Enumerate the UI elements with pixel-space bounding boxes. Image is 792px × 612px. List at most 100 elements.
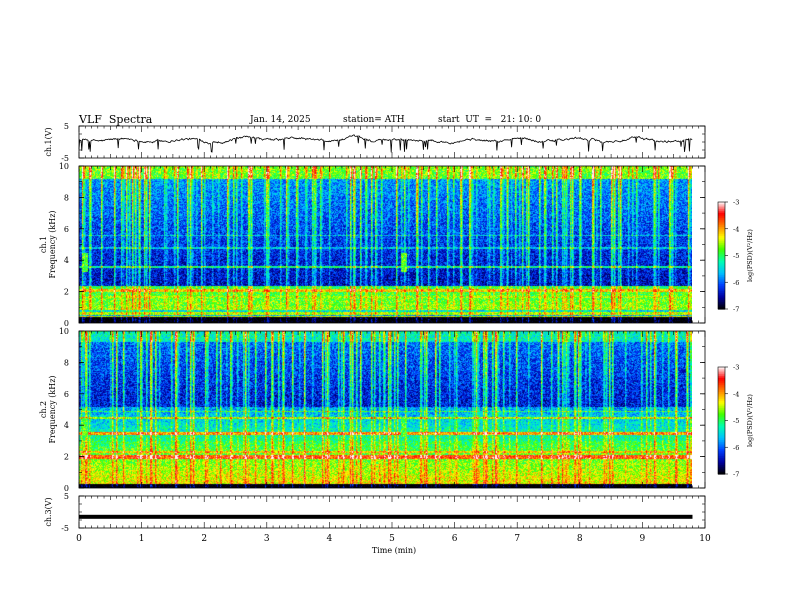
ch1-colorbar-segment <box>718 221 725 224</box>
ch1-colorbar-segment <box>718 241 725 244</box>
ch1-colorbar-segment <box>718 232 725 235</box>
ch1-colorbar-segment <box>718 303 725 307</box>
ch3-waveform-trace <box>79 514 693 519</box>
ch1-colorbar-segment <box>718 251 725 255</box>
ch2-colorbar-segment <box>718 408 725 411</box>
x-tick-label: 9 <box>640 534 646 544</box>
ch1-colorbar-segment <box>718 253 725 257</box>
ch2-colorbar-segment <box>718 427 725 431</box>
ch1-spectrogram-ytick-label: 0 <box>64 319 69 328</box>
ch2-colorbar-segment <box>718 368 725 372</box>
ch2-colorbar-segment <box>718 402 725 406</box>
ch2-colorbar-tick-label: -5 <box>733 417 739 425</box>
ch2-colorbar-segment <box>718 399 725 402</box>
ch2-colorbar-label: log(PSD)(V²/Hz) <box>746 394 754 447</box>
ch2-colorbar-segment <box>718 449 725 452</box>
ch2-colorbar-segment <box>718 409 725 413</box>
ch2-colorbar-tick-label: -3 <box>733 364 739 372</box>
ch1-colorbar-segment <box>718 300 725 303</box>
ch1-colorbar-segment <box>718 280 725 283</box>
ch2-colorbar-segment <box>718 377 725 381</box>
ch1-colorbar-segment <box>718 230 725 233</box>
ch1-colorbar-tick-label: -7 <box>733 306 739 314</box>
ch2-colorbar-segment <box>718 459 725 463</box>
ch2-colorbar-segment <box>718 404 725 407</box>
ch2-colorbar-segment <box>718 391 725 395</box>
ch1-colorbar-segment <box>718 273 725 276</box>
ch2-colorbar-segment <box>718 434 725 438</box>
ch2-colorbar-segment <box>718 436 725 439</box>
ch1-colorbar-segment <box>718 214 725 217</box>
ch1-colorbar-segment <box>718 284 725 287</box>
ch2-colorbar-segment <box>718 395 725 398</box>
ch1-colorbar-segment <box>718 216 725 219</box>
ch2-spectrogram-ytick-label: 6 <box>64 390 69 399</box>
ch2-colorbar-tick-label: -6 <box>733 444 739 452</box>
ch2-colorbar-segment <box>718 411 725 414</box>
ch1-colorbar-segment <box>718 219 725 223</box>
ch2-colorbar-segment <box>718 418 725 422</box>
ch2-spectrogram-ytick-label: 0 <box>64 484 69 493</box>
x-tick-label: 10 <box>699 534 711 544</box>
ch1-colorbar-segment <box>718 296 725 299</box>
x-tick-label: 0 <box>76 534 82 544</box>
ch2-colorbar-segment <box>718 379 725 382</box>
spectrogram-ch2 <box>79 331 692 488</box>
x-tick-label: 8 <box>577 534 583 544</box>
ch1-spectrogram-ytick-label: 10 <box>59 162 69 171</box>
ch1-colorbar-segment <box>718 276 725 280</box>
ch2-colorbar-segment <box>718 450 725 454</box>
ch2-colorbar-segment <box>718 468 725 472</box>
ch1-colorbar-tick-label: -5 <box>733 252 739 260</box>
ch2-colorbar-segment <box>718 438 725 441</box>
ch1-spectrogram-ylabel: ch.1 <box>39 236 48 253</box>
ch2-colorbar-segment <box>718 383 725 386</box>
ch2-colorbar-segment <box>718 456 725 459</box>
ch2-colorbar-segment <box>718 443 725 447</box>
ch1-spectrogram-ytick-label: 2 <box>64 288 69 297</box>
ch1-colorbar-segment <box>718 239 725 242</box>
ch2-colorbar-segment <box>718 375 725 379</box>
ch1-colorbar-segment <box>718 228 725 232</box>
ch1-waveform-ytick-label: 5 <box>64 122 69 131</box>
x-tick-label: 2 <box>201 534 207 544</box>
date-label: Jan. 14, 2025 <box>250 115 311 125</box>
ch2-colorbar-segment <box>718 461 725 464</box>
ch1-colorbar-segment <box>718 205 725 208</box>
ch1-colorbar-segment <box>718 291 725 294</box>
ch1-waveform-ytick-label: -5 <box>61 154 69 163</box>
ch2-colorbar-segment <box>718 372 725 375</box>
ch1-colorbar-segment <box>718 218 725 221</box>
ch1-colorbar-segment <box>718 202 725 205</box>
ch1-colorbar-segment <box>718 225 725 228</box>
ch1-colorbar-segment <box>718 301 725 305</box>
ch2-colorbar-segment <box>718 454 725 457</box>
ch1-colorbar-segment <box>718 244 725 248</box>
ch2-colorbar-segment <box>718 367 725 370</box>
ch3-waveform-ylabel: ch.3(V) <box>44 497 53 526</box>
ch1-colorbar-segment <box>718 305 725 308</box>
ch2-colorbar-segment <box>718 440 725 443</box>
ch1-colorbar-segment <box>718 260 725 264</box>
ch2-colorbar-segment <box>718 381 725 384</box>
ch2-colorbar-segment <box>718 465 725 468</box>
ch1-waveform-trace <box>78 134 693 153</box>
ch1-colorbar-segment <box>718 275 725 278</box>
ch2-colorbar-segment <box>718 452 725 455</box>
chart-title: VLF Spectra <box>79 113 153 126</box>
ch2-colorbar-segment <box>718 463 725 466</box>
ch2-colorbar-segment <box>718 425 725 429</box>
ch2-colorbar-segment <box>718 447 725 450</box>
ch2-spectrogram-ylabel: Frequency (kHz) <box>48 375 57 443</box>
ch1-colorbar-tick-label: -3 <box>733 199 739 207</box>
ch2-colorbar-segment <box>718 413 725 416</box>
ch1-colorbar-segment <box>718 246 725 249</box>
ch2-colorbar-segment <box>718 397 725 400</box>
x-tick-label: 6 <box>452 534 458 544</box>
x-tick-label: 1 <box>139 534 145 544</box>
ch1-colorbar-segment <box>718 207 725 210</box>
ch1-colorbar-segment <box>718 282 725 285</box>
ch1-colorbar-segment <box>718 289 725 292</box>
ch1-colorbar-segment <box>718 292 725 296</box>
